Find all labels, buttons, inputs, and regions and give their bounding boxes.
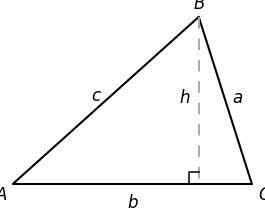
Text: A: A [0, 186, 7, 204]
Text: h: h [179, 89, 189, 107]
Text: a: a [232, 89, 242, 107]
Text: C: C [258, 186, 265, 204]
Text: c: c [91, 87, 100, 105]
Text: b: b [127, 193, 138, 211]
Text: B: B [193, 0, 204, 13]
